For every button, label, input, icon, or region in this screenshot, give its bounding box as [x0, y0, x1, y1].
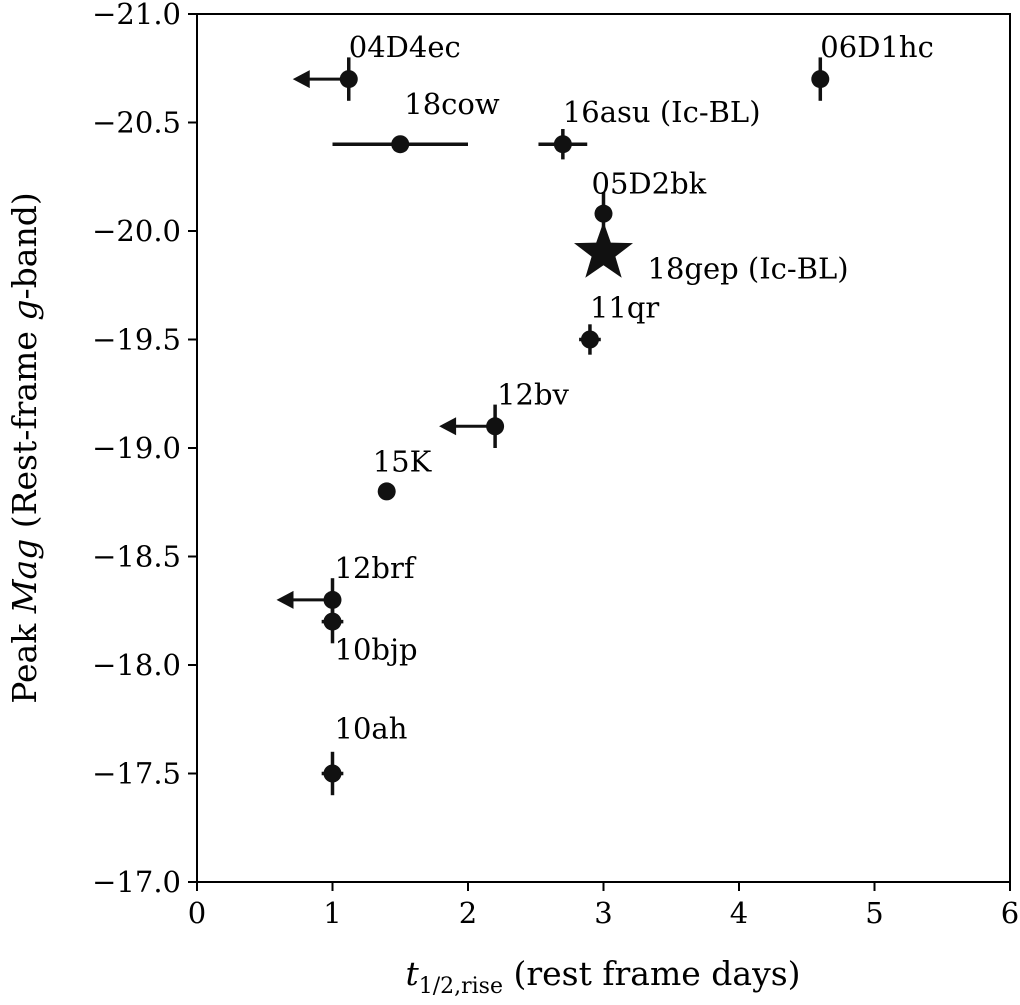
point-label-05d2bk: 05D2bk: [592, 167, 707, 201]
x-axis-title-rest: (rest frame days): [503, 954, 801, 993]
data-point-04d4ec: [292, 57, 358, 101]
y-tick-label: −19.0: [92, 431, 181, 465]
marks-layer: [276, 57, 830, 796]
x-axis-title-subscript: 1/2,rise: [419, 974, 503, 999]
data-point-18gep-ic-bl: [574, 221, 633, 278]
data-point-11qr: [579, 324, 601, 355]
data-point-06d1hc: [811, 57, 830, 101]
plot-frame: [196, 13, 1011, 883]
circle-marker: [811, 70, 830, 89]
circle-marker: [323, 612, 342, 631]
data-point-15k: [377, 482, 396, 501]
ticks-layer: 0 1 2 3 4 5 6 −21.0 −20.5 −20.0 −19.5 −19.0 −18.5 −18…: [92, 0, 1019, 930]
x-tick-label: 4: [730, 896, 748, 930]
x-tick-label: 2: [459, 896, 477, 930]
point-label-16asu-ic-bl: 16asu (Ic-BL): [563, 95, 761, 129]
y-axis-title-mid: (Rest-frame: [5, 321, 44, 539]
x-tick-label: 5: [865, 896, 883, 930]
data-point-18cow: [332, 135, 468, 154]
upper-limit-arrow-head: [439, 417, 457, 436]
y-axis-title: Peak Mag (Rest-frame g-band): [5, 192, 44, 703]
y-axis-title-mag: Mag: [5, 539, 44, 615]
point-label-18cow: 18cow: [404, 87, 500, 121]
point-label-10ah: 10ah: [335, 712, 408, 746]
circle-marker: [339, 70, 358, 89]
circle-marker: [580, 330, 599, 349]
y-tick-label: −20.0: [92, 214, 181, 248]
data-point-10bjp: [321, 599, 344, 644]
y-tick-label: −19.5: [92, 323, 181, 357]
upper-limit-arrow-head: [292, 70, 310, 89]
x-tick-label: 0: [188, 896, 206, 930]
upper-limit-arrow-head: [276, 590, 294, 609]
circle-marker: [391, 135, 410, 154]
x-axis-title-symbol: t: [405, 954, 419, 993]
x-tick-label: 1: [323, 896, 341, 930]
y-tick-label: −17.0: [92, 865, 181, 899]
y-axis-title-post: -band): [5, 192, 44, 299]
circle-marker: [323, 764, 342, 783]
circle-marker: [486, 417, 505, 436]
point-label-06d1hc: 06D1hc: [820, 30, 934, 64]
point-label-18gep-ic-bl: 18gep (Ic-BL): [648, 252, 849, 286]
point-label-15k: 15K: [373, 444, 433, 478]
data-point-16asu-ic-bl: [538, 129, 588, 160]
x-axis-title: t1/2,rise (rest frame days): [405, 954, 800, 999]
circle-marker: [594, 204, 613, 223]
point-label-04d4ec: 04D4ec: [349, 30, 461, 64]
y-tick-label: −21.0: [92, 0, 181, 31]
point-label-10bjp: 10bjp: [335, 633, 418, 667]
point-label-12brf: 12brf: [335, 551, 417, 585]
y-tick-label: −18.5: [92, 540, 181, 574]
circle-marker: [377, 482, 396, 501]
x-tick-label: 6: [1001, 896, 1019, 930]
y-axis-title-band: g: [5, 300, 44, 321]
y-tick-label: −17.5: [92, 757, 181, 791]
circle-marker: [553, 135, 572, 154]
y-tick-label: −20.5: [92, 106, 181, 140]
star-marker: [574, 221, 633, 278]
point-label-12bv: 12bv: [497, 377, 569, 411]
y-tick-label: −18.0: [92, 648, 181, 682]
x-tick-label: 3: [594, 896, 612, 930]
data-point-12bv: [439, 404, 505, 448]
point-label-11qr: 11qr: [590, 291, 659, 325]
y-axis-title-pre: Peak: [5, 613, 44, 703]
data-point-10ah: [321, 751, 344, 796]
labels-layer: 04D4ec 06D1hc 18cow 16asu (Ic-BL) 05D2bk 18ge…: [335, 30, 934, 745]
